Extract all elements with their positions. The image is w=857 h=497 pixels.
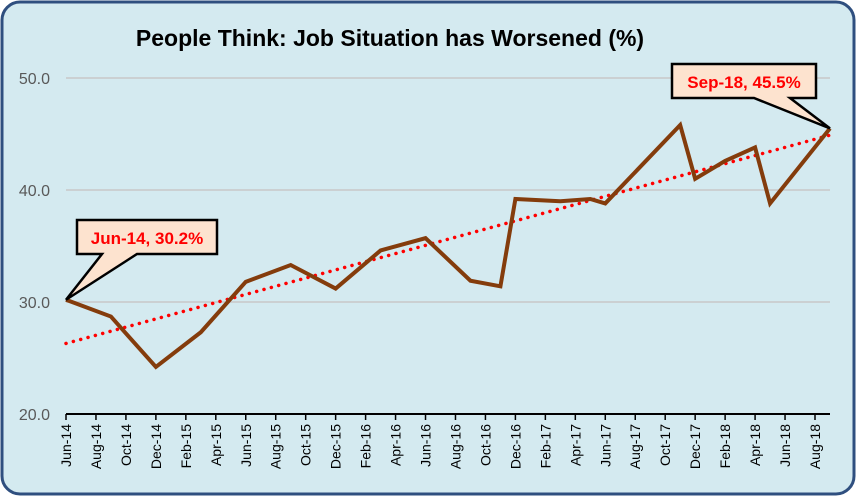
y-tick-label: 30.0 bbox=[19, 295, 50, 312]
x-tick-label: Aug-18 bbox=[807, 424, 823, 469]
x-tick-label: Dec-14 bbox=[148, 424, 164, 469]
x-tick-label: Feb-16 bbox=[358, 424, 374, 469]
x-tick-label: Dec-17 bbox=[687, 424, 703, 469]
x-tick-label: Feb-17 bbox=[537, 424, 553, 469]
x-tick-label: Oct-14 bbox=[118, 424, 134, 466]
callout: Jun-14, 30.2% bbox=[65, 218, 219, 301]
y-tick-label: 50.0 bbox=[19, 71, 50, 88]
y-axis: 20.0 30.0 40.0 50.0 bbox=[19, 71, 50, 424]
x-tick-label: Apr-18 bbox=[747, 424, 763, 466]
x-tick-label: Jun-16 bbox=[418, 424, 434, 467]
callouts: Jun-14, 30.2% Sep-18, 45.5% bbox=[65, 62, 831, 301]
x-tick-label: Feb-18 bbox=[717, 424, 733, 469]
x-tick-label: Aug-17 bbox=[627, 424, 643, 469]
x-tick-label: Apr-17 bbox=[567, 424, 583, 466]
x-tick-label: Oct-16 bbox=[477, 424, 493, 466]
x-tick-label: Dec-15 bbox=[328, 424, 344, 469]
callout-box bbox=[670, 62, 831, 130]
x-tick-label: Feb-15 bbox=[178, 424, 194, 469]
callout-label: Sep-18, 45.5% bbox=[687, 73, 800, 92]
x-tick-label: Jun-18 bbox=[777, 424, 793, 467]
trendline-group bbox=[64, 133, 832, 346]
x-tick-label: Apr-15 bbox=[208, 424, 224, 466]
x-tick-label: Jun-17 bbox=[597, 424, 613, 467]
x-axis: Jun-14 Aug-14 Oct-14 Dec-14 Feb-15 Apr-15 Jun-… bbox=[58, 413, 830, 469]
x-tick-label: Aug-15 bbox=[268, 424, 284, 469]
callout-label: Jun-14, 30.2% bbox=[91, 229, 203, 248]
x-tick-label: Dec-16 bbox=[507, 424, 523, 469]
callout: Sep-18, 45.5% bbox=[670, 62, 831, 130]
x-tick-label: Jun-14 bbox=[58, 424, 74, 467]
y-tick-label: 20.0 bbox=[19, 407, 50, 424]
x-tick-label: Aug-14 bbox=[88, 424, 104, 469]
callout-box bbox=[65, 218, 219, 301]
chart-title: People Think: Job Situation has Worsened… bbox=[136, 25, 644, 51]
x-tick-label: Oct-15 bbox=[298, 424, 314, 466]
y-tick-label: 40.0 bbox=[19, 183, 50, 200]
x-tick-label: Apr-16 bbox=[388, 424, 404, 466]
x-tick-label: Aug-16 bbox=[447, 424, 463, 469]
x-tick-label: Oct-17 bbox=[657, 424, 673, 466]
x-tick-label: Jun-15 bbox=[238, 424, 254, 467]
trendline bbox=[64, 133, 832, 346]
